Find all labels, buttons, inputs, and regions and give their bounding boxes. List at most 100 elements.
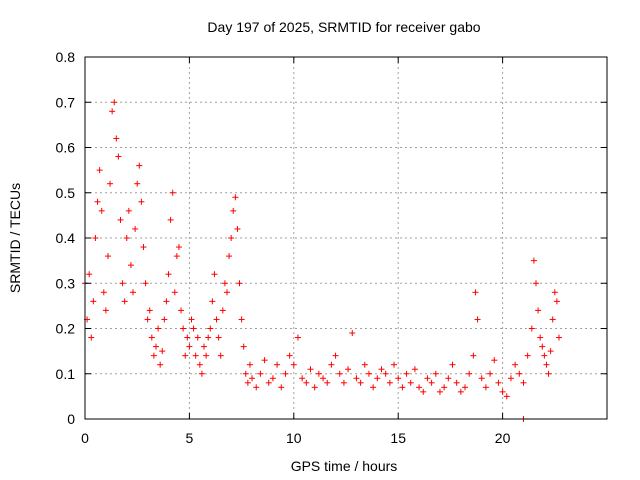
data-point	[286, 352, 293, 359]
data-point	[167, 216, 174, 223]
data-point	[100, 289, 107, 296]
data-point	[102, 307, 109, 314]
data-point	[152, 343, 159, 350]
data-point	[115, 153, 122, 160]
data-point	[520, 379, 527, 386]
data-point	[457, 388, 464, 395]
data-point	[299, 375, 306, 382]
data-point	[555, 334, 562, 341]
data-point	[512, 361, 519, 368]
data-point	[169, 189, 176, 196]
data-point	[163, 298, 170, 305]
data-point	[109, 108, 116, 115]
data-point	[86, 271, 93, 278]
data-point	[228, 235, 235, 241]
data-point	[121, 298, 128, 305]
data-point	[386, 379, 393, 386]
data-point	[104, 253, 111, 260]
data-point	[543, 361, 550, 368]
y-tick-label: 0.8	[56, 49, 76, 65]
data-point	[453, 379, 460, 386]
data-point	[113, 135, 120, 142]
y-tick-label: 0.5	[56, 185, 76, 201]
data-point	[88, 334, 95, 341]
data-point	[144, 316, 151, 323]
data-point	[186, 343, 193, 350]
data-point	[150, 352, 157, 359]
data-point	[445, 375, 452, 382]
data-point	[472, 289, 479, 296]
data-point	[537, 334, 544, 341]
data-point	[244, 379, 251, 386]
data-point	[182, 352, 189, 359]
data-point	[349, 330, 356, 337]
data-point	[553, 298, 560, 305]
data-point	[357, 379, 364, 386]
data-point	[474, 316, 481, 323]
data-point	[219, 307, 226, 314]
data-point	[499, 388, 506, 395]
data-point	[90, 298, 97, 305]
data-point	[180, 325, 187, 332]
data-point	[171, 289, 178, 296]
data-point	[213, 316, 220, 323]
data-point	[290, 361, 297, 368]
data-point	[528, 325, 535, 332]
data-point	[215, 334, 222, 341]
y-axis-title: SRMTID / TECUs	[7, 183, 23, 293]
data-point	[211, 271, 218, 278]
data-point	[294, 334, 301, 341]
data-point	[130, 289, 137, 296]
data-point	[478, 375, 485, 382]
data-point	[165, 271, 172, 278]
data-point	[230, 207, 237, 214]
data-point	[382, 370, 389, 377]
data-point	[249, 375, 256, 382]
data-point	[269, 375, 276, 382]
data-point	[155, 325, 162, 332]
y-tick-label: 0.3	[56, 275, 76, 291]
data-point	[533, 280, 540, 287]
data-point	[175, 244, 182, 251]
data-point	[535, 307, 542, 314]
chart-title: Day 197 of 2025, SRMTID for receiver gab…	[207, 19, 480, 35]
data-point	[487, 370, 494, 377]
data-point	[282, 370, 289, 377]
data-point	[234, 225, 241, 232]
data-point	[240, 343, 247, 350]
data-point	[311, 384, 318, 391]
data-point	[449, 361, 456, 368]
data-point	[391, 361, 398, 368]
data-point	[192, 352, 199, 359]
data-point	[94, 198, 101, 205]
data-point	[134, 180, 141, 187]
data-point	[188, 316, 195, 323]
data-point	[253, 384, 260, 391]
data-point	[201, 343, 208, 350]
data-point	[217, 352, 224, 359]
data-point	[257, 370, 264, 377]
axis-ticks: 0 0.1 0.2 0.3 0.4 0.5 0.6 0.7 0.8 0 5 10 15 20	[56, 49, 607, 446]
data-point	[466, 370, 473, 377]
data-point	[507, 375, 514, 382]
data-point	[320, 375, 327, 382]
data-point	[315, 370, 322, 377]
data-point	[190, 325, 197, 332]
data-point	[303, 379, 310, 386]
data-point	[146, 307, 153, 314]
grid	[85, 57, 607, 419]
data-point	[138, 198, 145, 205]
data-point	[420, 388, 427, 395]
data-point	[324, 379, 331, 386]
data-point	[238, 316, 245, 323]
data-point	[545, 370, 552, 377]
data-point	[399, 384, 406, 391]
data-point	[98, 207, 105, 214]
data-point	[411, 366, 418, 373]
data-point	[436, 388, 443, 395]
data-point	[127, 262, 134, 269]
data-point	[547, 348, 554, 355]
data-point	[111, 99, 118, 106]
data-point	[232, 194, 239, 201]
data-point	[370, 384, 377, 391]
